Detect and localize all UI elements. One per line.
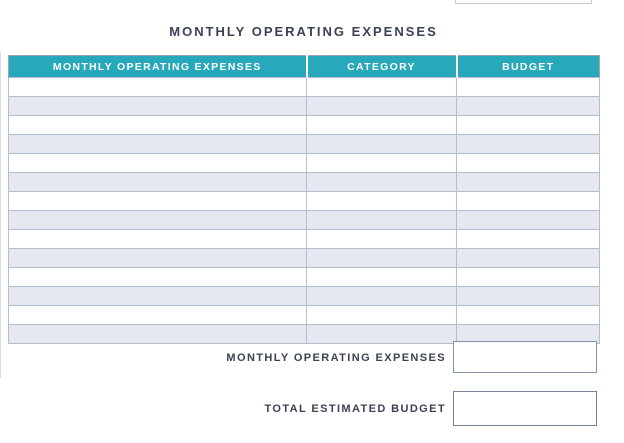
cell-budget[interactable] (456, 324, 600, 344)
cell-budget[interactable] (456, 229, 600, 249)
cell-category[interactable] (306, 248, 457, 268)
cell-expense[interactable] (8, 210, 307, 230)
table-row (8, 115, 600, 135)
cell-category[interactable] (306, 210, 457, 230)
table-row (8, 77, 600, 97)
column-header-category: CATEGORY (305, 55, 457, 78)
cell-expense[interactable] (8, 267, 307, 287)
cell-expense[interactable] (8, 115, 307, 135)
cell-budget[interactable] (456, 96, 600, 116)
monthly-expenses-total-input[interactable] (453, 341, 597, 373)
cell-category[interactable] (306, 229, 457, 249)
cell-expense[interactable] (8, 96, 307, 116)
cell-expense[interactable] (8, 77, 307, 97)
table-row (8, 267, 600, 287)
cell-category[interactable] (306, 115, 457, 135)
cell-budget[interactable] (456, 248, 600, 268)
table-row (8, 286, 600, 306)
left-edge-divider (0, 52, 1, 378)
cell-budget[interactable] (456, 305, 600, 325)
table-row (8, 248, 600, 268)
table-row (8, 305, 600, 325)
cell-category[interactable] (306, 96, 457, 116)
expenses-table: MONTHLY OPERATING EXPENSES CATEGORY BUDG… (8, 55, 600, 344)
cutoff-input-box[interactable] (455, 0, 592, 4)
table-row (8, 96, 600, 116)
cell-budget[interactable] (456, 210, 600, 230)
total-estimated-budget-label: TOTAL ESTIMATED BUDGET (264, 402, 446, 415)
cell-expense[interactable] (8, 324, 307, 344)
cell-budget[interactable] (456, 267, 600, 287)
cell-budget[interactable] (456, 115, 600, 135)
table-row (8, 172, 600, 192)
cell-category[interactable] (306, 77, 457, 97)
cell-budget[interactable] (456, 134, 600, 154)
cell-expense[interactable] (8, 248, 307, 268)
cell-expense[interactable] (8, 172, 307, 192)
cell-category[interactable] (306, 172, 457, 192)
cell-category[interactable] (306, 305, 457, 325)
cell-category[interactable] (306, 191, 457, 211)
column-header-expenses: MONTHLY OPERATING EXPENSES (8, 55, 307, 78)
cell-category[interactable] (306, 134, 457, 154)
table-row (8, 210, 600, 230)
cell-expense[interactable] (8, 286, 307, 306)
cell-expense[interactable] (8, 229, 307, 249)
cell-expense[interactable] (8, 305, 307, 325)
table-row (8, 229, 600, 249)
table-row (8, 324, 600, 344)
column-header-budget: BUDGET (455, 55, 600, 78)
cell-expense[interactable] (8, 134, 307, 154)
cell-category[interactable] (306, 286, 457, 306)
table-row (8, 153, 600, 173)
cell-budget[interactable] (456, 191, 600, 211)
cell-expense[interactable] (8, 191, 307, 211)
cell-budget[interactable] (456, 153, 600, 173)
total-estimated-budget-input[interactable] (453, 391, 597, 426)
cell-budget[interactable] (456, 172, 600, 192)
cell-expense[interactable] (8, 153, 307, 173)
cell-budget[interactable] (456, 77, 600, 97)
table-row (8, 134, 600, 154)
table-body (8, 77, 600, 344)
cell-category[interactable] (306, 267, 457, 287)
monthly-expenses-total-label: MONTHLY OPERATING EXPENSES (226, 351, 446, 364)
cell-budget[interactable] (456, 286, 600, 306)
table-header-row: MONTHLY OPERATING EXPENSES CATEGORY BUDG… (8, 55, 600, 78)
cell-category[interactable] (306, 153, 457, 173)
page-title: MONTHLY OPERATING EXPENSES (169, 24, 438, 39)
table-row (8, 191, 600, 211)
cell-category[interactable] (306, 324, 457, 344)
